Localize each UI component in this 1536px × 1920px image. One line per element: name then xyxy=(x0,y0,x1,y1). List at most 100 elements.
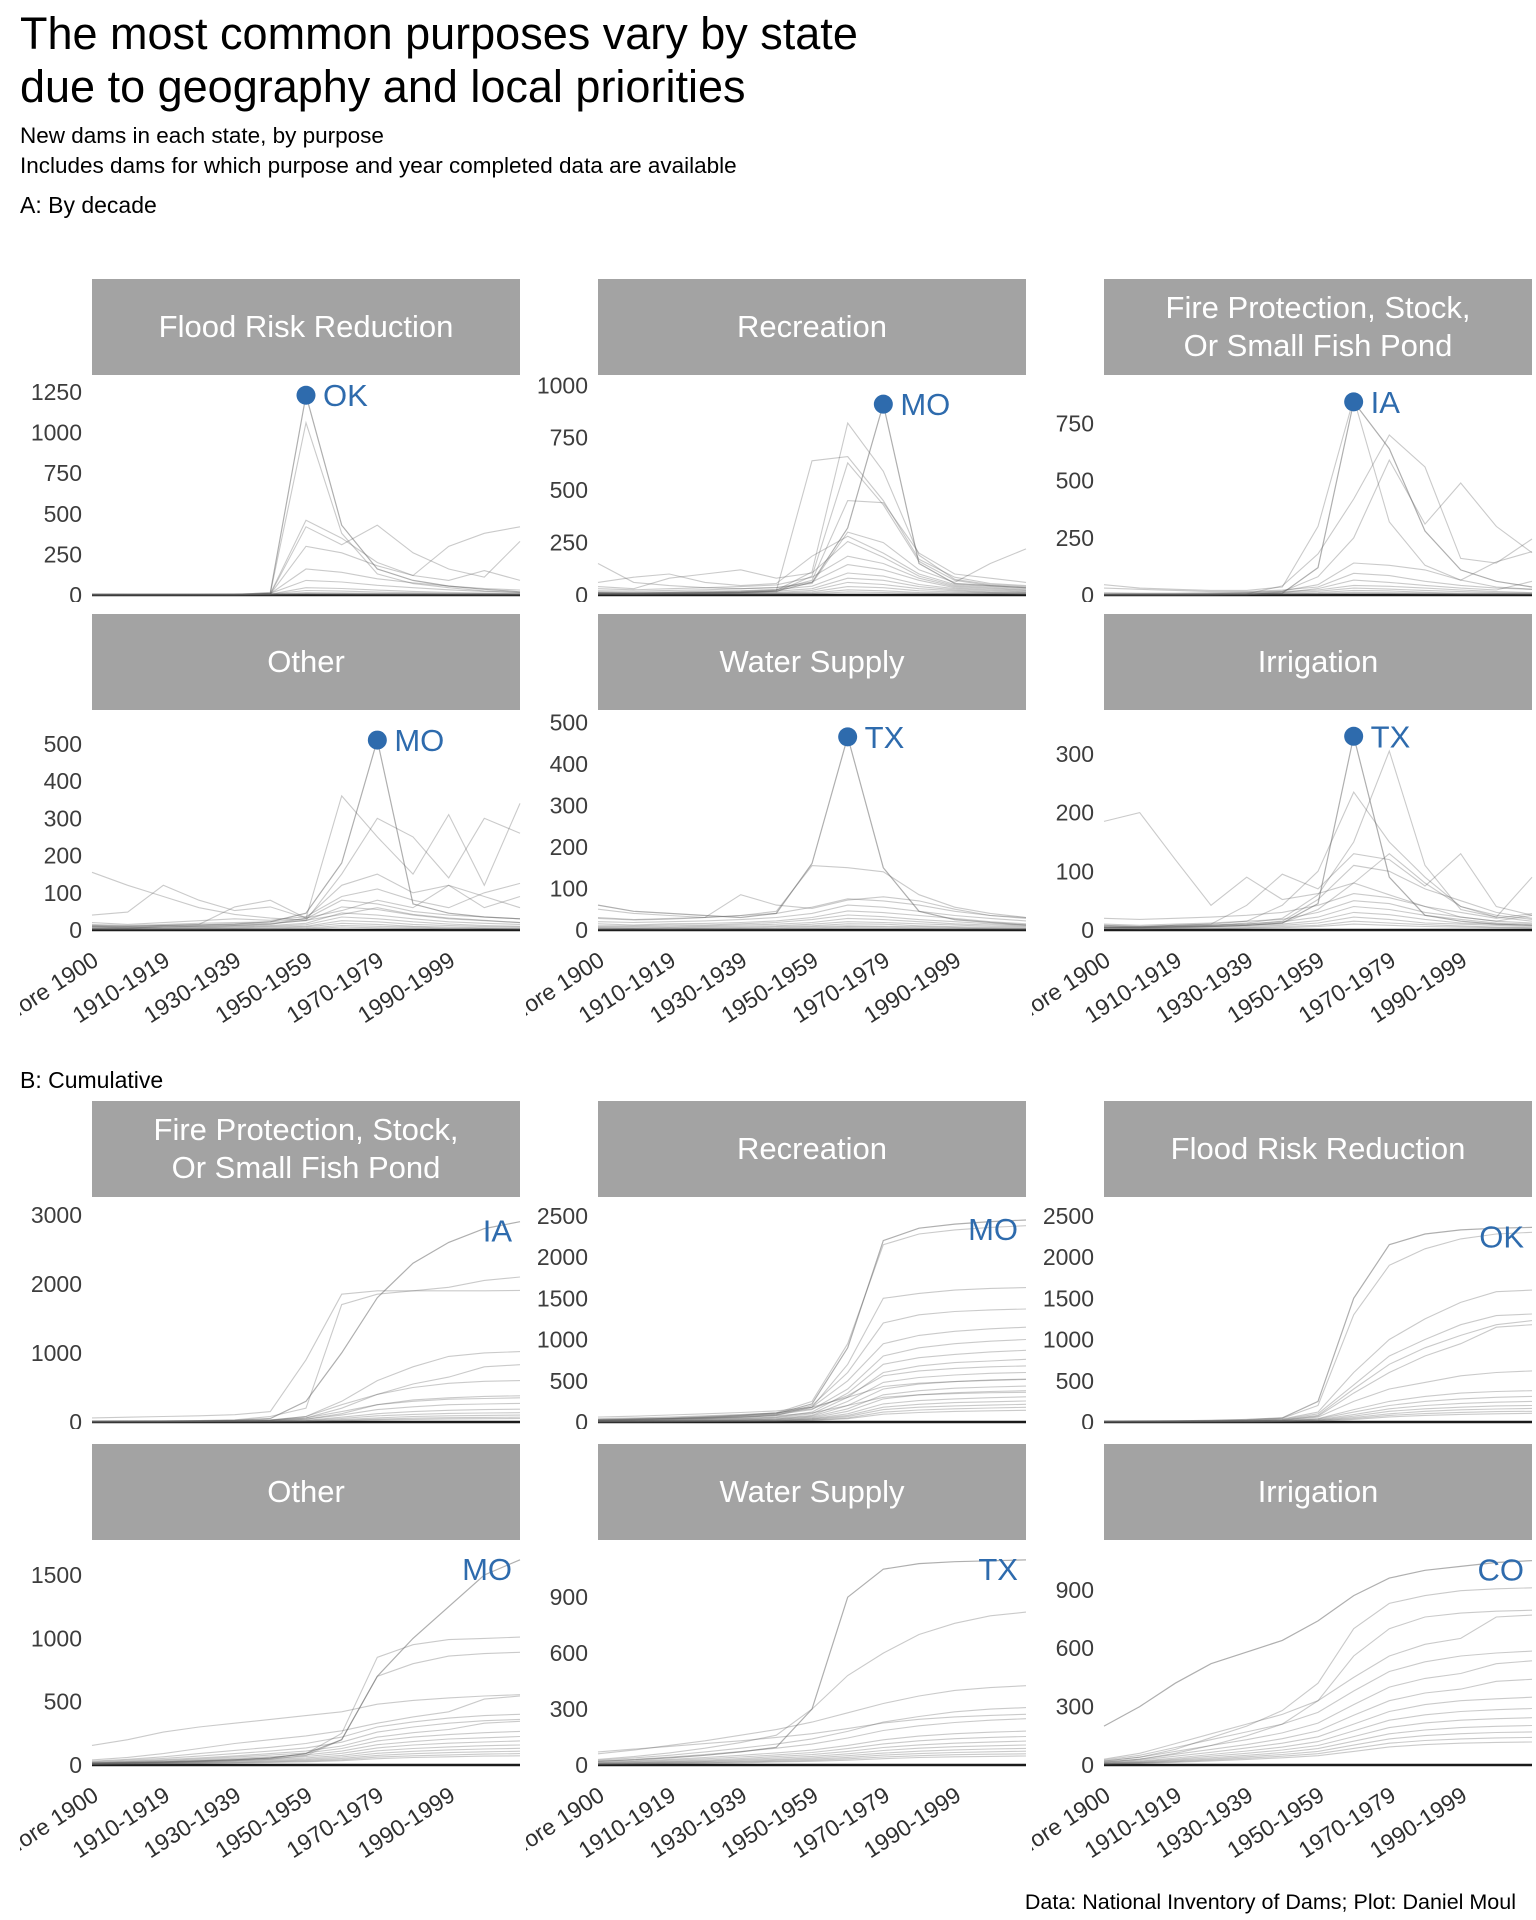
state-line xyxy=(598,577,1027,594)
y-axis-tick-labels: 0 250 500 750 xyxy=(1056,410,1094,601)
state-line xyxy=(92,919,521,929)
svg-text:2000: 2000 xyxy=(1043,1244,1094,1270)
state-line xyxy=(597,1706,1027,1761)
state-lines xyxy=(597,1224,1027,1423)
state-line xyxy=(597,540,1027,591)
svg-text:0: 0 xyxy=(1081,1752,1094,1778)
panel-plot: 0 500 1000 1500 2000 2500 OK xyxy=(1043,1203,1533,1429)
panel-cumulative-irrigation: Irrigation 0 300 600 900 CO Before 1900 1910-19… xyxy=(1032,1443,1536,1884)
highlight-state-label: MO xyxy=(900,387,950,422)
state-line xyxy=(1103,811,1533,922)
state-lines xyxy=(1103,1231,1533,1423)
y-axis-tick-labels: 0 300 600 900 xyxy=(1056,1577,1094,1778)
highlight-state-line xyxy=(597,1559,1027,1762)
state-line xyxy=(597,904,1027,923)
panel-decade-flood-risk-reduction: Flood Risk Reduction 0 250 500 750 1000 1250 OK xyxy=(20,278,526,602)
panel-title: Fire Protection, Stock, Or Small Fish Pon… xyxy=(1104,278,1532,375)
highlight-state-line xyxy=(1103,735,1533,929)
state-line xyxy=(1103,1724,1533,1764)
svg-text:2500: 2500 xyxy=(537,1203,588,1229)
state-line xyxy=(597,1403,1027,1423)
state-line xyxy=(598,1406,1027,1423)
state-line xyxy=(91,1693,521,1746)
x-axis-tick-labels: Before 19001910-19191930-19391950-195919… xyxy=(1032,946,1471,1036)
highlight-state-label: CO xyxy=(1478,1552,1525,1587)
state-line xyxy=(1104,1389,1533,1423)
section-a-row-1: Flood Risk Reduction 0 250 500 750 1000 1250 OK… xyxy=(20,278,1533,602)
panel-decade-fire-protection: Fire Protection, Stock, Or Small Fish Pon… xyxy=(1032,278,1536,602)
state-line xyxy=(91,871,521,923)
state-line xyxy=(597,864,1027,920)
state-line xyxy=(597,1400,1027,1423)
x-axis-tick-labels: Before 19001910-19191930-19391950-195919… xyxy=(526,946,965,1036)
state-line xyxy=(597,1396,1027,1422)
highlight-state-label: TX xyxy=(978,1552,1018,1587)
highlight-state-label: MO xyxy=(394,723,444,758)
y-axis-tick-labels: 0 100 200 300 400 500 xyxy=(44,731,82,943)
panel-cumulative-flood-risk-reduction: Flood Risk Reduction 0 500 1000 1500 2000 2500… xyxy=(1032,1100,1536,1429)
state-line xyxy=(1103,584,1533,594)
state-line xyxy=(597,1747,1027,1765)
state-line xyxy=(91,1752,521,1765)
svg-text:200: 200 xyxy=(1056,799,1094,825)
y-axis-tick-labels: 0 1000 2000 3000 xyxy=(31,1202,82,1429)
panel-title: Other xyxy=(92,1443,520,1540)
svg-text:750: 750 xyxy=(550,424,588,450)
state-line xyxy=(597,1740,1027,1764)
state-line xyxy=(1103,1323,1533,1423)
highlight-dot xyxy=(296,385,316,405)
highlight-state-label: OK xyxy=(1479,1219,1524,1254)
svg-text:250: 250 xyxy=(550,529,588,555)
svg-text:300: 300 xyxy=(1056,1693,1094,1719)
state-line xyxy=(597,1338,1027,1421)
state-line xyxy=(597,1389,1027,1422)
highlight-state-line xyxy=(91,1559,521,1764)
section-a-row-2: Other 0 100 200 300 400 500 MO Before 1900 1910-1… xyxy=(20,613,1533,1049)
highlight-state-line xyxy=(91,1220,521,1423)
x-axis-tick-labels: Before 19001910-19191930-19391950-195919… xyxy=(20,1781,459,1871)
state-line xyxy=(1103,1696,1533,1764)
figure-title: The most common purposes vary by state d… xyxy=(20,8,1520,113)
panel-title: Irrigation xyxy=(1104,1443,1532,1540)
state-lines xyxy=(597,421,1027,595)
state-line xyxy=(597,1358,1027,1422)
state-line xyxy=(92,1417,521,1423)
state-line xyxy=(598,925,1026,930)
panel-plot: 0 100 200 300 400 500 MO Before 19001910-191919… xyxy=(20,723,521,1036)
y-axis-tick-labels: 0 300 600 900 xyxy=(550,1584,588,1778)
y-axis-tick-labels: 0 100 200 300 400 500 xyxy=(550,710,588,943)
svg-text:900: 900 xyxy=(1056,1577,1094,1603)
svg-text:1000: 1000 xyxy=(1043,1326,1094,1352)
state-line xyxy=(597,1755,1027,1765)
state-lines xyxy=(91,420,521,596)
panel-cumulative-fire-protection: Fire Protection, Stock, Or Small Fish Pon… xyxy=(20,1100,526,1429)
state-lines xyxy=(91,1636,521,1765)
state-line xyxy=(597,1713,1027,1753)
svg-text:0: 0 xyxy=(1081,582,1094,602)
svg-text:0: 0 xyxy=(1081,917,1094,943)
state-line xyxy=(598,917,1027,928)
svg-text:1000: 1000 xyxy=(31,419,82,445)
data-credit: Data: National Inventory of Dams; Plot: … xyxy=(1024,1889,1516,1914)
state-line xyxy=(598,1409,1027,1423)
highlight-state-label: TX xyxy=(865,720,905,755)
svg-text:400: 400 xyxy=(550,751,588,777)
state-line xyxy=(92,916,521,929)
state-line xyxy=(1103,905,1533,927)
section-b-row-1: Fire Protection, Stock, Or Small Fish Pon… xyxy=(20,1100,1533,1429)
svg-text:500: 500 xyxy=(44,1688,82,1714)
highlight-dot xyxy=(1344,392,1364,412)
svg-text:0: 0 xyxy=(575,582,588,602)
state-lines xyxy=(1103,1587,1533,1765)
state-line xyxy=(91,1276,521,1422)
panel-plot: 0 500 1000 1500 MO Before 19001910-19191930-1… xyxy=(20,1552,521,1871)
highlight-dot xyxy=(838,727,858,747)
svg-text:1000: 1000 xyxy=(537,1326,588,1352)
svg-text:400: 400 xyxy=(44,768,82,794)
svg-text:300: 300 xyxy=(550,792,588,818)
panel-plot: 0 300 600 900 CO Before 19001910-19191930-193… xyxy=(1032,1552,1533,1871)
state-line xyxy=(597,920,1027,929)
panel-decade-recreation: Recreation 0 250 500 750 1000 MO xyxy=(526,278,1032,602)
state-line xyxy=(597,1611,1027,1760)
y-axis-tick-labels: 0 100 200 300 xyxy=(1056,741,1094,943)
